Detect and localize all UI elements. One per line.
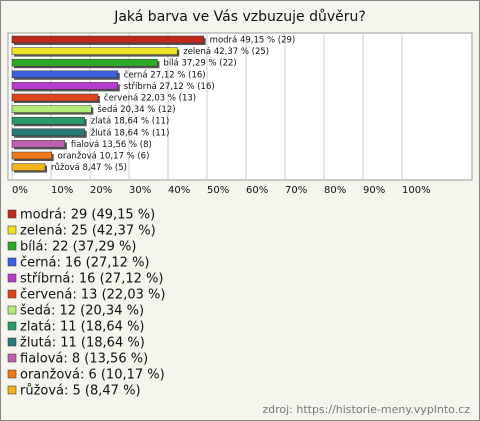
x-tick-label: 60%	[246, 185, 268, 196]
legend-label: červená: 13 (22,03 %)	[20, 288, 165, 303]
bar	[11, 163, 46, 171]
bar	[11, 151, 52, 160]
legend-swatch	[7, 273, 17, 283]
legend-label: žlutá: 11 (18,64 %)	[20, 336, 145, 351]
legend-label: růžová: 5 (8,47 %)	[20, 384, 141, 399]
legend-swatch	[7, 257, 17, 267]
bar-label: oranžová 10,17 % (6)	[58, 152, 150, 162]
x-tick-label: 10%	[51, 185, 73, 196]
legend-label: fialová: 8 (13,56 %)	[20, 352, 148, 367]
bar-label: zlatá 18,64 % (11)	[91, 117, 170, 127]
x-tick-label: 100%	[402, 185, 431, 196]
legend-swatch	[7, 305, 17, 315]
legend-swatch	[7, 369, 17, 379]
x-tick-label: 40%	[168, 185, 190, 196]
x-tick-label: 50%	[207, 185, 229, 196]
x-tick-label: 80%	[324, 185, 346, 196]
legend-swatch	[7, 385, 17, 395]
bar	[11, 105, 92, 113]
legend-swatch	[7, 241, 17, 251]
x-tick-label: 70%	[285, 185, 307, 196]
legend-label: zlatá: 11 (18,64 %)	[20, 320, 145, 335]
source: zdroj: https://historie-meny.vyplnto.cz	[262, 403, 470, 416]
bar	[11, 116, 85, 125]
legend-swatch	[7, 337, 17, 347]
bar-label: černá 27,12 % (16)	[124, 69, 206, 80]
bar-label: červená 22,03 % (13)	[104, 93, 196, 104]
legend-label: šedá: 12 (20,34 %)	[20, 304, 144, 319]
legend-label: modrá: 29 (49,15 %)	[20, 208, 155, 223]
legend-swatch	[7, 209, 17, 219]
bar	[11, 70, 119, 79]
legend-swatch	[7, 321, 17, 331]
bar	[11, 93, 99, 102]
bar-label: modrá 49,15 % (29)	[210, 36, 296, 46]
bar	[11, 128, 85, 137]
legend-label: stříbrná: 16 (27,12 %)	[20, 272, 163, 287]
x-tick-label: 90%	[363, 185, 385, 196]
bar	[11, 47, 178, 55]
bar-label: růžová 8,47 % (5)	[51, 162, 127, 173]
legend-swatch	[7, 225, 17, 235]
bar	[11, 58, 158, 67]
legend-label: oranžová: 6 (10,17 %)	[20, 368, 165, 383]
bar-label: stříbrná 27,12 % (16)	[124, 82, 215, 92]
x-tick-label: 0%	[12, 185, 28, 196]
x-tick-label: 20%	[90, 185, 112, 196]
chart-title: Jaká barva ve Vás vzbuzuje důvěru?	[113, 9, 366, 25]
bar-label: zelená 42,37 % (25)	[183, 47, 269, 57]
bar-label: žlutá 18,64 % (11)	[91, 128, 170, 138]
legend-label: zelená: 25 (42,37 %)	[20, 224, 156, 239]
x-tick-label: 30%	[129, 185, 151, 196]
bar-label: fialová 13,56 % (8)	[71, 140, 152, 150]
legend-swatch	[7, 353, 17, 363]
legend-label: černá: 16 (27,12 %)	[20, 256, 150, 271]
bar	[11, 82, 119, 90]
bar-label: bílá 37,29 % (22)	[163, 59, 236, 69]
legend-label: bílá: 22 (37,29 %)	[20, 240, 136, 255]
legend-swatch	[7, 289, 17, 299]
bar	[11, 140, 66, 148]
bar-label: šedá 20,34 % (12)	[97, 104, 175, 115]
bar	[11, 35, 204, 44]
